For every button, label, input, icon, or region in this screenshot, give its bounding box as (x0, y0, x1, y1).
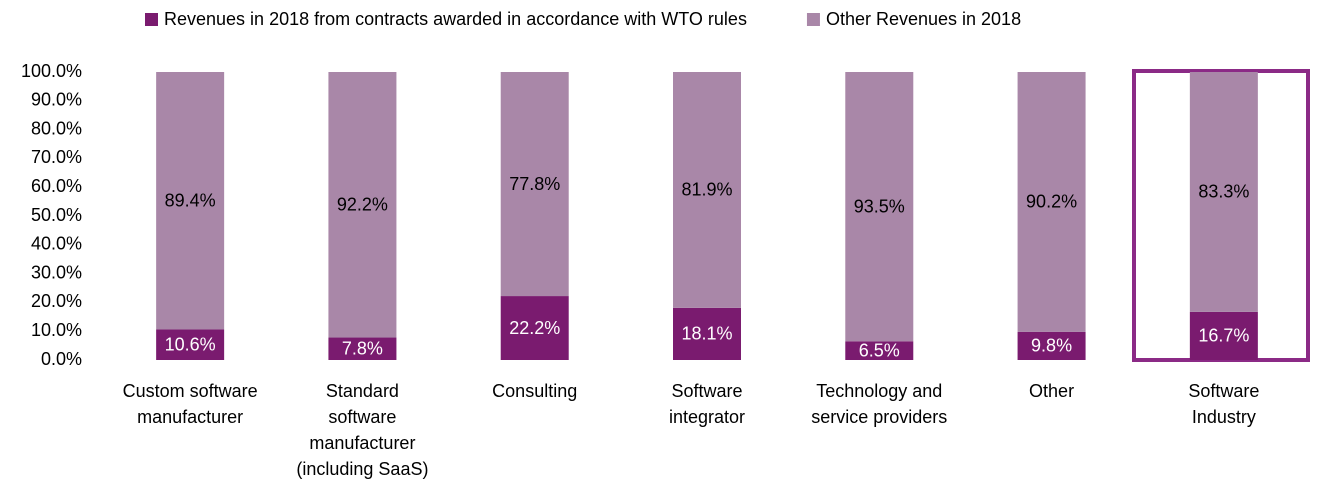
legend-swatch (806, 13, 820, 26)
x-tick-label: Consulting (492, 381, 577, 401)
y-tick-label: 30.0% (31, 262, 82, 282)
bar-segment (845, 72, 914, 342)
bar-segment (1017, 331, 1086, 360)
y-tick-label: 40.0% (31, 234, 82, 254)
legend-swatch (145, 13, 158, 26)
x-tick-label: Software Industry (1188, 381, 1259, 427)
bar-segment (500, 72, 569, 297)
y-tick-label: 90.0% (31, 90, 82, 110)
data-label: 93.5% (854, 196, 905, 216)
x-tick-label: Technology and service providers (811, 381, 947, 427)
data-label: 7.8% (342, 339, 383, 359)
bar-segment (1017, 72, 1086, 332)
bar-segment (1189, 311, 1258, 360)
x-tick-label: Software integrator (669, 381, 745, 427)
y-tick-label: 70.0% (31, 147, 82, 167)
data-label: 89.4% (165, 190, 216, 210)
y-tick-label: 10.0% (31, 320, 82, 340)
data-label: 16.7% (1198, 326, 1249, 346)
legend-label: Revenues in 2018 from contracts awarded … (164, 9, 747, 29)
y-tick-label: 80.0% (31, 118, 82, 138)
bar-segment (673, 72, 741, 308)
legend-label: Other Revenues in 2018 (826, 9, 1021, 29)
x-tick-label: Other (1029, 381, 1074, 401)
bar-segment (328, 337, 397, 360)
bar-segment (673, 307, 741, 360)
data-label: 22.2% (509, 318, 560, 338)
y-tick-label: 100.0% (21, 61, 82, 81)
data-label: 9.8% (1031, 336, 1072, 356)
data-label: 92.2% (337, 195, 388, 215)
bar-segment (500, 296, 569, 360)
y-tick-label: 60.0% (31, 176, 82, 196)
data-label: 81.9% (681, 180, 732, 200)
bar-segment (845, 341, 914, 360)
data-label: 90.2% (1026, 192, 1077, 212)
data-label: 77.8% (509, 174, 560, 194)
bar-segment (156, 329, 225, 360)
data-label: 6.5% (859, 340, 900, 360)
data-label: 18.1% (681, 324, 732, 344)
y-tick-label: 50.0% (31, 205, 82, 225)
bar-segment (1189, 72, 1258, 312)
x-tick-label: Standard software manufacturer (including S… (296, 381, 428, 479)
y-tick-label: 20.0% (31, 291, 82, 311)
bar-segment (328, 72, 397, 338)
data-label: 10.6% (165, 334, 216, 354)
bar-segment (156, 72, 225, 330)
data-label: 83.3% (1198, 182, 1249, 202)
x-tick-label: Custom software manufacturer (123, 381, 258, 427)
y-tick-label: 0.0% (41, 349, 82, 369)
